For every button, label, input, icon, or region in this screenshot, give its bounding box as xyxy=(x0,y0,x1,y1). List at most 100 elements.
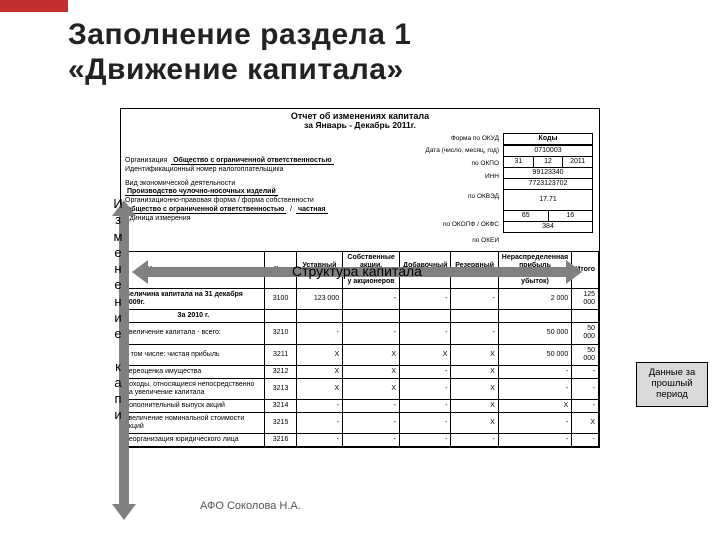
row-cell: X xyxy=(451,399,498,412)
row-cell: X xyxy=(343,344,400,365)
by-okpo-label: по ОКПО xyxy=(471,160,499,167)
row-cell: 123 000 xyxy=(296,289,342,310)
row-code: 3100 xyxy=(265,289,296,310)
row-cell: - xyxy=(572,378,599,399)
row-name: увеличение номинальной стоимости акций xyxy=(122,412,265,433)
table-row: увеличение номинальной стоимости акций32… xyxy=(122,412,599,433)
table-row: доходы, относящиеся непосредственно на у… xyxy=(122,378,599,399)
row-name: дополнительный выпуск акций xyxy=(122,399,265,412)
activity-label: Вид экономической деятельности xyxy=(125,180,235,187)
row-cell: - xyxy=(400,378,451,399)
row-cell: - xyxy=(343,289,400,310)
by-inn-label: ИНН xyxy=(485,173,499,180)
row-cell: X xyxy=(343,378,400,399)
row-name: в том числе: чистая прибыль xyxy=(122,344,265,365)
row-cell xyxy=(296,310,342,323)
row-name: реорганизация юридического лица xyxy=(122,433,265,446)
date-year: 2011 xyxy=(562,157,592,167)
row-cell: 125 000 xyxy=(572,289,599,310)
form-value-2: частная xyxy=(296,206,327,214)
row-cell: - xyxy=(343,399,400,412)
row-cell: 50 000 xyxy=(572,323,599,344)
date-month: 12 xyxy=(533,157,563,167)
row-cell: X xyxy=(343,365,400,378)
row-cell: - xyxy=(572,433,599,446)
row-cell: - xyxy=(343,433,400,446)
report-header-block: Коды 0710003 31 12 2011 99123340 7723123… xyxy=(121,133,599,251)
row-name: Величина капитала на 31 декабря 2009г. xyxy=(122,289,265,310)
structure-arrow: Структура капитала xyxy=(132,260,582,284)
table-row: в том числе: чистая прибыль3211XXXX50 00… xyxy=(122,344,599,365)
activity-value: Производство чулочно-носочных изделий xyxy=(125,188,278,196)
row-cell: X xyxy=(572,412,599,433)
by-okved-label: по ОКВЭД xyxy=(468,193,499,200)
row-cell xyxy=(400,310,451,323)
row-cell: - xyxy=(498,365,571,378)
row-cell: X xyxy=(451,365,498,378)
row-cell: - xyxy=(400,399,451,412)
row-cell: X xyxy=(296,378,342,399)
row-cell: - xyxy=(451,433,498,446)
row-cell: - xyxy=(451,289,498,310)
row-code: 3215 xyxy=(265,412,296,433)
row-code: 3210 xyxy=(265,323,296,344)
by-okud-label: Форма по ОКУД xyxy=(451,135,499,142)
inn-label: Идентификационный номер налогоплательщик… xyxy=(125,166,284,173)
row-code: 3216 xyxy=(265,433,296,446)
row-cell: - xyxy=(400,289,451,310)
row-cell xyxy=(343,310,400,323)
row-cell: X xyxy=(498,399,571,412)
codes-box: Коды 0710003 31 12 2011 99123340 7723123… xyxy=(503,133,593,233)
accent-stripe xyxy=(0,0,68,12)
row-cell: - xyxy=(296,323,342,344)
row-cell: - xyxy=(400,323,451,344)
form-value-1: общество с ограниченной ответственностью xyxy=(125,206,286,214)
table-row: переоценка имущества3212XX-X-- xyxy=(122,365,599,378)
okved-value: 17.71 xyxy=(504,190,592,210)
row-cell: - xyxy=(498,378,571,399)
by-okei-label: по ОКЕИ xyxy=(472,237,499,244)
date-day: 31 xyxy=(504,157,533,167)
row-cell: X xyxy=(451,344,498,365)
table-row: дополнительный выпуск акций3214---XX- xyxy=(122,399,599,412)
row-cell: X xyxy=(451,412,498,433)
row-cell: - xyxy=(572,365,599,378)
row-code: 3211 xyxy=(265,344,296,365)
row-cell xyxy=(451,310,498,323)
okpo-value: 99123340 xyxy=(504,168,592,178)
title-line-1: Заполнение раздела 1 xyxy=(68,18,411,53)
org-value: Общество с ограниченной ответственностью xyxy=(171,157,333,165)
row-code: 3213 xyxy=(265,378,296,399)
row-cell: - xyxy=(451,323,498,344)
row-cell: - xyxy=(343,323,400,344)
table-row: Величина капитала на 31 декабря 2009г.31… xyxy=(122,289,599,310)
by-date-label: Дата (число, месяц, год) xyxy=(425,147,499,154)
okud-value: 0710003 xyxy=(504,146,592,156)
row-cell: X xyxy=(451,378,498,399)
row-cell: - xyxy=(572,399,599,412)
row-cell: 50 000 xyxy=(498,344,571,365)
title-line-2: «Движение капитала» xyxy=(68,53,411,88)
row-cell: - xyxy=(400,412,451,433)
table-row: реорганизация юридического лица3216-----… xyxy=(122,433,599,446)
row-cell xyxy=(498,310,571,323)
table-body: Величина капитала на 31 декабря 2009г.31… xyxy=(122,289,599,447)
okfs-value: 16 xyxy=(548,211,593,221)
row-name: За 2010 г. xyxy=(122,310,265,323)
row-cell: X xyxy=(400,344,451,365)
okopf-value: 65 xyxy=(504,211,548,221)
row-code: 3212 xyxy=(265,365,296,378)
change-arrow-label: Изменение капи xyxy=(108,196,128,424)
row-name: переоценка имущества xyxy=(122,365,265,378)
inn-value: 7723123702 xyxy=(504,179,592,189)
table-row: За 2010 г. xyxy=(122,310,599,323)
row-cell: 50 000 xyxy=(498,323,571,344)
org-label: Организация xyxy=(125,157,167,164)
row-cell: - xyxy=(400,433,451,446)
form-label: Организационно-правовая форма / форма со… xyxy=(125,197,314,204)
row-code: 3214 xyxy=(265,399,296,412)
report-period: за Январь - Декабрь 2011г. xyxy=(121,121,599,133)
row-cell: - xyxy=(498,412,571,433)
row-cell: 2 000 xyxy=(498,289,571,310)
row-cell: - xyxy=(400,365,451,378)
